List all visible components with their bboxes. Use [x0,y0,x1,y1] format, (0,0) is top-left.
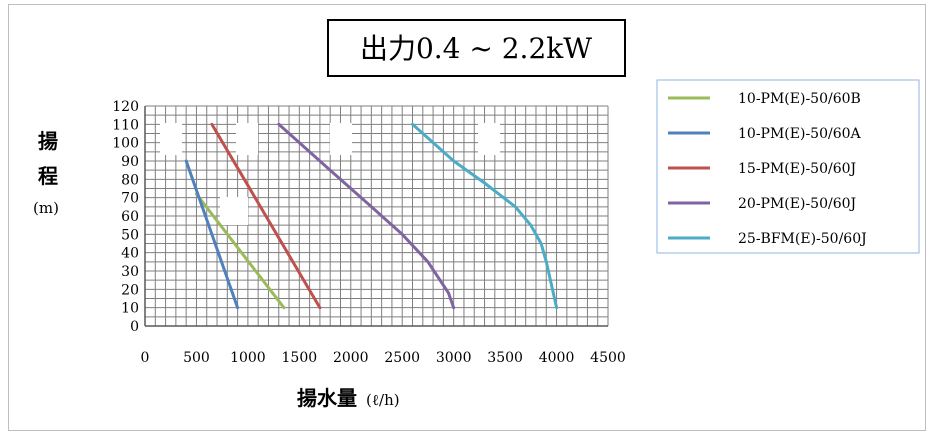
legend-label-4: 20-PM(E)-50/60J [738,196,856,212]
grid-gap [160,123,182,155]
chart-title: 出力0.4 ~ 2.2kW [360,32,592,65]
legend-label-1: 10-PM(E)-50/60B [738,91,861,107]
x-tick-label: 2500 [384,350,420,366]
legend-label-3: 15-PM(E)-50/60J [738,161,856,177]
grid-gap [220,197,248,225]
y-tick-label: 30 [121,264,139,280]
y-tick-label: 120 [112,99,139,115]
series-line-3 [210,122,322,310]
x-tick-label: 500 [183,350,210,366]
y-tick-label: 40 [121,246,139,262]
series-line-1 [194,192,286,310]
grid-gap [478,123,500,155]
y-tick-label: 100 [112,136,139,152]
y-axis-unit: (m) [33,199,59,217]
y-tick-label: 0 [130,319,139,335]
x-axis-unit: (ℓ/h) [366,391,400,409]
grid [144,105,609,327]
x-tick-label: 1000 [230,350,266,366]
x-tick-label: 4500 [590,350,626,366]
x-tick-label: 2000 [333,350,369,366]
x-axis-title: 揚水量 [297,386,357,410]
y-tick-label: 20 [121,282,139,298]
legend-label-5: 25-BFM(E)-50/60J [738,231,867,247]
x-tick-label: 3000 [436,350,472,366]
series-lines [184,122,559,310]
grid-gap [330,123,352,155]
legend-label-2: 10-PM(E)-50/60A [738,126,862,142]
y-tick-label: 110 [112,117,139,133]
x-tick-labels: 0 500 1000 1500 2000 2500 3000 3500 4000 4500 [141,350,626,366]
series-line-5 [411,122,559,310]
x-tick-label: 4000 [539,350,575,366]
y-tick-labels: 0 10 20 30 40 50 60 70 80 90 100 110 120 [112,99,139,335]
legend: 10-PM(E)-50/60B 10-PM(E)-50/60A 15-PM(E)-5… [668,91,867,247]
x-tick-label: 1500 [282,350,318,366]
series-line-2 [184,159,240,310]
y-tick-label: 10 [121,301,139,317]
series-line-4 [277,122,456,310]
y-tick-label: 90 [121,154,139,170]
y-axis-title-char-2: 程 [38,164,58,188]
x-tick-label: 3500 [487,350,523,366]
x-tick-label: 0 [141,350,150,366]
grid-gap [236,123,258,155]
y-tick-label: 50 [121,227,139,243]
y-axis-title-char-1: 揚 [38,129,58,153]
y-tick-label: 60 [121,209,139,225]
y-tick-label: 70 [121,191,139,207]
y-tick-label: 80 [121,172,139,188]
chart-title-box [327,19,626,77]
